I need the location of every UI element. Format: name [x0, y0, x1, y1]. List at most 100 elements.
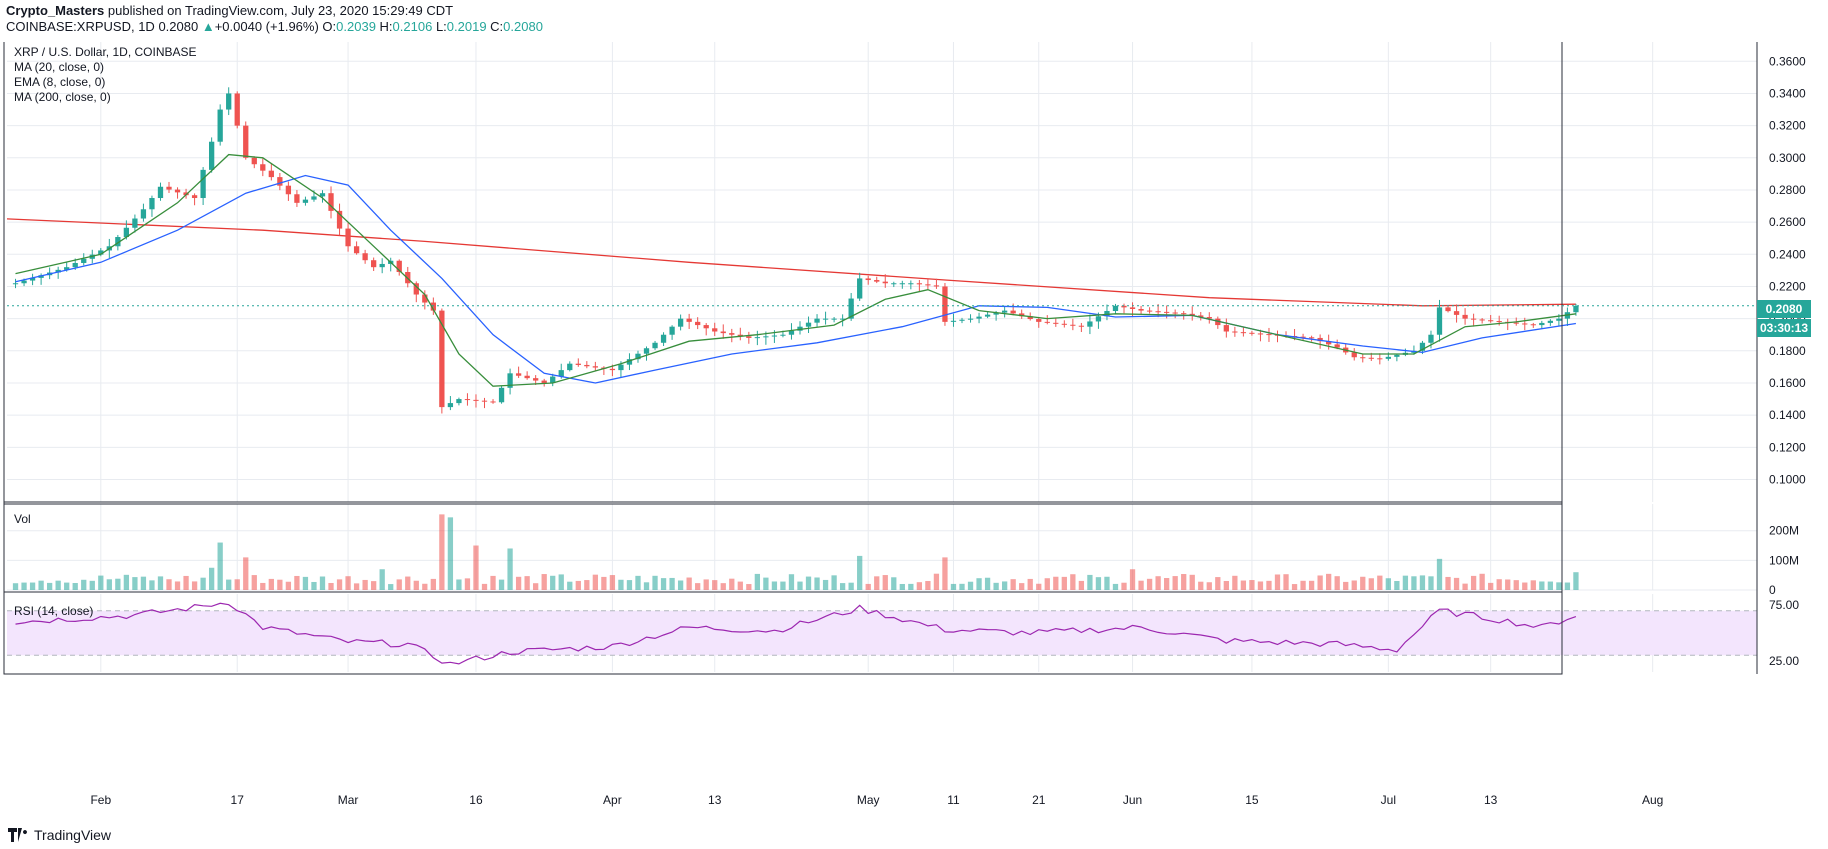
date-tick-label: Mar [338, 793, 359, 807]
volume-bar [106, 579, 112, 590]
candle-body [226, 93, 232, 110]
candle-body [1129, 307, 1136, 309]
volume-bar [183, 575, 189, 590]
volume-bar [1317, 575, 1323, 590]
candle-body [1146, 310, 1153, 312]
volume-bar [635, 575, 641, 590]
candle-body [788, 330, 795, 335]
axis-ticks: 0.3600 0.3400 0.3200 0.3000 0.2800 0.2600 0.24… [90, 54, 1806, 807]
candle-body [950, 320, 957, 322]
footer-brand[interactable]: TradingView [34, 827, 112, 843]
volume-bar [1001, 581, 1008, 590]
candle-body [1513, 322, 1519, 324]
candle-body [1044, 321, 1050, 323]
author-name[interactable]: Crypto_Masters [6, 3, 105, 18]
price-tick-label: 0.3600 [1769, 54, 1806, 68]
volume-bar [1164, 578, 1170, 590]
candle-body [234, 93, 240, 126]
footer: TradingView [8, 827, 111, 843]
volume-bar [967, 581, 974, 590]
volume-bar [1129, 569, 1136, 590]
candle-body [533, 378, 539, 381]
candle-body [712, 328, 718, 332]
price-tick-label: 0.1000 [1769, 472, 1806, 486]
price-tick-label: 0.2800 [1769, 183, 1806, 197]
volume-bar [1530, 580, 1536, 590]
volume-bar [771, 581, 778, 590]
volume-bar [353, 583, 360, 590]
candle-body [319, 193, 326, 197]
candle-body [703, 325, 709, 329]
volume-bar [1181, 574, 1187, 590]
volume-bar [1343, 581, 1349, 590]
ema8-path [15, 153, 1576, 387]
candle-body [1232, 331, 1238, 333]
volume-bar [1223, 580, 1229, 590]
pane-frame [3, 591, 1563, 675]
candle-body [55, 269, 61, 273]
grid-lines [7, 42, 1757, 672]
volume-bar [976, 578, 982, 590]
candle-body [311, 196, 317, 200]
chart-canvas[interactable]: 0.3600 0.3400 0.3200 0.3000 0.2800 0.2600 0.24… [0, 42, 1828, 822]
volume-bar [1368, 578, 1374, 590]
volume-bar [140, 576, 147, 590]
candle-body [669, 326, 675, 335]
volume-bar [1556, 582, 1562, 590]
volume-bar [379, 569, 385, 590]
candle-body [899, 283, 905, 285]
volume-bar [285, 581, 292, 590]
candle-body [635, 353, 641, 360]
publish-line: Crypto_Masters published on TradingView.… [6, 3, 543, 19]
tradingview-logo-icon[interactable] [8, 828, 28, 842]
candle-body [1573, 305, 1579, 313]
volume-bar [1360, 576, 1366, 590]
candle-body [1394, 354, 1400, 357]
pane-frame [3, 42, 1563, 505]
candle-body [1198, 315, 1204, 318]
candle-body [12, 283, 19, 285]
candle-body [865, 278, 871, 281]
volume-bar [1496, 579, 1502, 590]
volume-bar [1334, 576, 1340, 590]
candle-body [933, 285, 940, 287]
candle-body [1112, 305, 1119, 312]
date-tick-label: Aug [1642, 793, 1663, 807]
candle-body [771, 335, 778, 337]
volume-bar [456, 579, 462, 590]
volume-bar [1206, 582, 1212, 590]
volume-bar [942, 557, 948, 590]
up-arrow-icon: ▲ [201, 19, 215, 34]
candle-body [447, 403, 454, 408]
volume-bar [1232, 575, 1238, 590]
volume-bar [345, 576, 351, 590]
volume-bar [388, 584, 394, 590]
candle-body [746, 336, 752, 338]
candle-body [1326, 341, 1332, 345]
candle-body [243, 125, 249, 158]
candle-body [1070, 324, 1076, 326]
chart-header: Crypto_Masters published on TradingView.… [6, 3, 543, 35]
volume-bar [1539, 581, 1545, 590]
candle-body [891, 283, 897, 285]
candle-body [38, 275, 44, 278]
volume-bar [1291, 584, 1298, 590]
volume-bar [891, 577, 897, 590]
low-label: L: [435, 19, 447, 34]
volume-bar [1411, 576, 1417, 590]
candle-body [353, 246, 360, 254]
volume-bar [1146, 578, 1153, 590]
rsi-path [15, 602, 1577, 665]
volume-bar [1095, 577, 1102, 590]
volume-bar [226, 579, 232, 590]
candle-body [1061, 323, 1067, 325]
candle-body [1104, 311, 1110, 317]
candle-body [1036, 319, 1042, 322]
candle-body [857, 278, 863, 299]
candle-body [1470, 318, 1477, 320]
volume-bar [1479, 573, 1485, 590]
ma20-path [15, 174, 1576, 384]
volume-bar [609, 575, 616, 590]
candle-body [1317, 337, 1323, 342]
rsi-tick-label: 75.00 [1769, 598, 1799, 612]
